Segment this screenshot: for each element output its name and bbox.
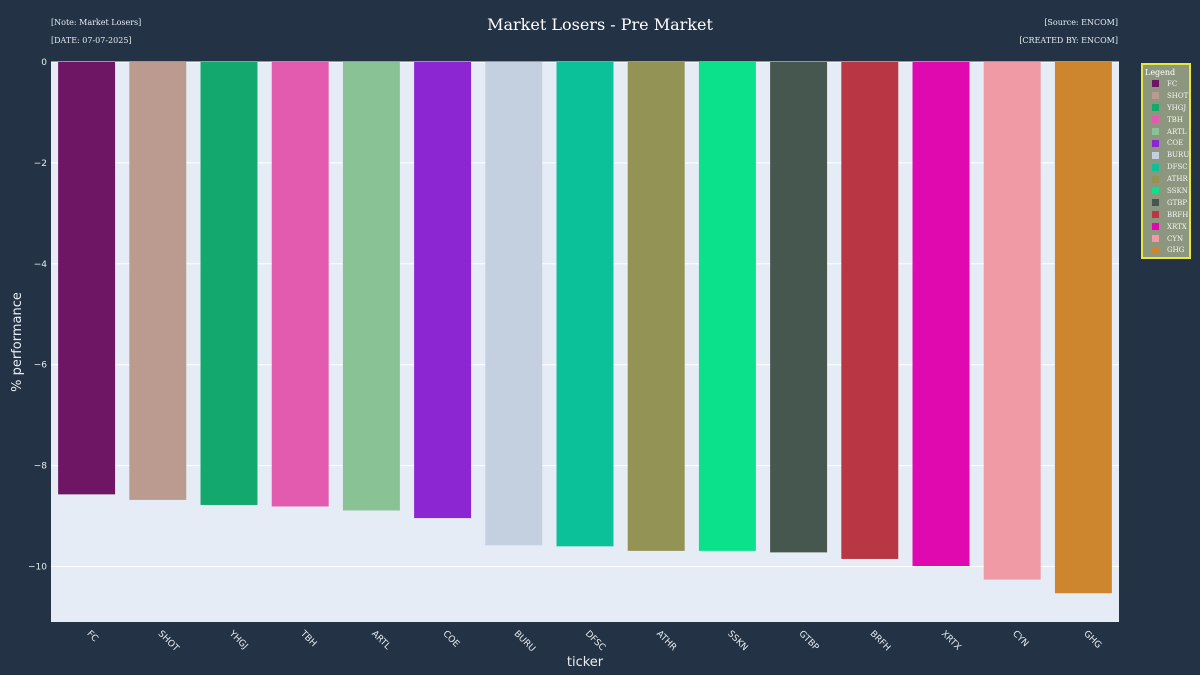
legend-item-fc[interactable]: FC <box>1145 78 1189 90</box>
legend-swatch <box>1152 175 1159 183</box>
legend-item-artl[interactable]: ARTL <box>1145 126 1189 138</box>
y-tick-label: −8 <box>34 462 48 472</box>
legend-label: GTBP <box>1167 198 1188 207</box>
legend-label: BURU <box>1167 151 1190 160</box>
x-tick-label: GHG <box>1081 629 1103 651</box>
legend-item-shot[interactable]: SHOT <box>1145 90 1189 102</box>
bar-coe[interactable] <box>414 62 472 519</box>
legend-label: ARTL <box>1167 127 1187 136</box>
legend-item-cyn[interactable]: CYN <box>1145 233 1189 245</box>
y-tick-label: −10 <box>28 563 47 573</box>
legend-label: SSKN <box>1167 186 1188 195</box>
x-tick-label: CYN <box>1010 629 1030 649</box>
bar-xrtx[interactable] <box>912 62 970 566</box>
legend-swatch <box>1152 211 1159 219</box>
legend-item-xrtx[interactable]: XRTX <box>1145 221 1189 233</box>
legend-swatch <box>1152 163 1159 171</box>
y-tick-label: 0 <box>41 58 47 68</box>
bar-tbh[interactable] <box>271 62 329 507</box>
legend-label: XRTX <box>1167 222 1187 231</box>
bar-gtbp[interactable] <box>770 62 828 553</box>
created-by-label: [CREATED BY: ENCOM] <box>1019 36 1118 45</box>
legend-swatch <box>1152 235 1159 243</box>
x-axis-ticks: FC SHOT YHGJ TBH ARTL COE BURU DFSC ATHR SSKN GTBP… <box>84 628 1103 654</box>
legend-swatch <box>1152 128 1159 135</box>
x-tick-label: FC <box>84 629 99 644</box>
legend-item-coe[interactable]: COE <box>1145 137 1189 149</box>
legend-item-brfh[interactable]: BRFH <box>1145 209 1189 221</box>
legend-item-ghg[interactable]: GHG <box>1145 244 1189 256</box>
legend-label: CYN <box>1167 234 1184 243</box>
bar-dfsc[interactable] <box>556 62 614 547</box>
bar-yhgj[interactable] <box>200 62 258 505</box>
legend-item-yhgj[interactable]: YHGJ <box>1145 102 1189 114</box>
bar-sskn[interactable] <box>698 62 756 551</box>
legend-label: BRFH <box>1167 210 1189 219</box>
legend-item-dfsc[interactable]: DFSC <box>1145 161 1189 173</box>
x-tick-label: XRTX <box>939 629 963 653</box>
legend-label: ATHR <box>1167 175 1188 184</box>
legend-label: TBH <box>1167 115 1183 124</box>
y-axis-ticks: 0 −2 −4 −6 −8 −10 <box>28 58 47 573</box>
y-tick-label: −6 <box>34 361 48 371</box>
legend-swatch <box>1152 151 1159 159</box>
bar-artl[interactable] <box>342 62 400 511</box>
legend-label: SHOT <box>1167 91 1189 100</box>
x-tick-label: TBH <box>297 628 318 649</box>
legend-swatch <box>1152 92 1159 100</box>
legend-swatch <box>1152 187 1159 195</box>
legend-swatch <box>1152 116 1159 124</box>
y-tick-label: −4 <box>34 260 48 270</box>
y-tick-label: −2 <box>34 159 47 169</box>
legend-swatch <box>1152 104 1159 112</box>
note-label: [Note: Market Losers] <box>51 18 142 27</box>
legend-item-tbh[interactable]: TBH <box>1145 114 1189 126</box>
legend-swatch <box>1152 139 1159 147</box>
x-tick-label: DFSC <box>583 629 607 653</box>
x-tick-label: ATHR <box>654 629 678 653</box>
legend-swatch <box>1152 80 1159 88</box>
legend-item-athr[interactable]: ATHR <box>1145 173 1189 185</box>
legend-label: DFSC <box>1167 163 1188 172</box>
legend-label: FC <box>1167 79 1178 88</box>
chart-title: Market Losers - Pre Market <box>487 15 713 34</box>
x-tick-label: SHOT <box>156 629 181 654</box>
date-label: [DATE: 07-07-2025] <box>51 36 132 45</box>
x-tick-label: COE <box>440 629 461 650</box>
legend-item-sskn[interactable]: SSKN <box>1145 185 1189 197</box>
legend-item-gtbp[interactable]: GTBP <box>1145 197 1189 209</box>
legend-label: COE <box>1167 139 1184 148</box>
legend-item-buru[interactable]: BURU <box>1145 149 1189 161</box>
legend-title: Legend <box>1145 68 1176 77</box>
bar-cyn[interactable] <box>983 62 1041 580</box>
x-tick-label: GTBP <box>796 629 820 653</box>
x-tick-label: YHGJ <box>226 628 249 651</box>
bar-buru[interactable] <box>485 62 543 546</box>
legend-swatch <box>1152 223 1159 231</box>
legend-label: YHGJ <box>1167 103 1187 112</box>
bar-brfh[interactable] <box>841 62 899 559</box>
x-tick-label: ARTL <box>369 629 392 652</box>
y-axis-title: % performance <box>10 292 25 392</box>
x-tick-label: BURU <box>512 629 537 654</box>
bars <box>58 62 1112 594</box>
legend-swatch <box>1152 199 1159 207</box>
bar-fc[interactable] <box>58 62 116 495</box>
bar-athr[interactable] <box>627 62 685 551</box>
legend-label: GHG <box>1167 246 1185 255</box>
legend-swatch <box>1152 246 1159 254</box>
legend: Legend FC SHOT YHGJ TBH ARTL COE BURU DFSC ATHR S… <box>1141 63 1191 259</box>
x-tick-label: SSKN <box>725 629 749 653</box>
x-tick-label: BRFH <box>868 629 892 653</box>
bar-shot[interactable] <box>129 62 187 500</box>
source-label: [Source: ENCOM] <box>1044 18 1118 27</box>
x-axis-title: ticker <box>567 655 604 670</box>
bar-ghg[interactable] <box>1054 62 1112 594</box>
